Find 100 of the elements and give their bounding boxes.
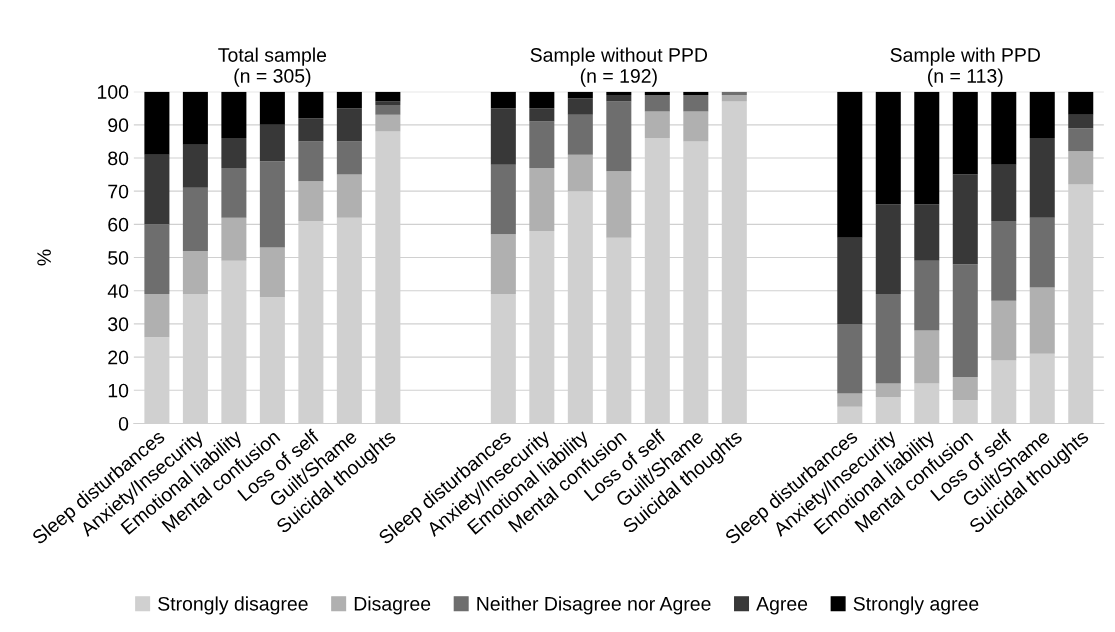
y-tick-label: 70 — [108, 184, 129, 199]
bar — [952, 91, 978, 175]
bar — [259, 91, 285, 125]
bar — [991, 300, 1017, 361]
bar — [1068, 91, 1094, 115]
y-tick-label: 20 — [108, 350, 129, 365]
bar — [644, 94, 670, 112]
bar — [644, 91, 670, 95]
bar — [529, 167, 555, 231]
bar — [182, 144, 208, 188]
legend-label: Strongly disagree — [158, 596, 308, 615]
bar — [144, 91, 170, 155]
bar — [721, 91, 747, 95]
legend-label: Neither Disagree nor Agree — [477, 596, 711, 615]
y-tick-label: 50 — [108, 251, 129, 265]
bar — [875, 383, 901, 397]
bar — [221, 167, 247, 218]
bar — [490, 108, 516, 165]
bar — [298, 141, 324, 182]
bar — [991, 91, 1017, 165]
bar — [336, 141, 362, 175]
bar — [221, 91, 247, 139]
legend-label: Agree — [756, 597, 808, 615]
bar — [837, 91, 863, 238]
y-tick-label: 40 — [107, 284, 129, 298]
y-tick-label: 80 — [108, 151, 129, 166]
bar — [182, 250, 208, 295]
text: Sample with PPD (n = 113) — [890, 47, 1040, 87]
bar — [606, 101, 632, 172]
bar — [375, 104, 401, 115]
bar — [914, 330, 940, 384]
bar — [567, 114, 593, 155]
bar — [182, 91, 208, 145]
bar — [336, 91, 362, 109]
bar — [952, 174, 978, 265]
text: Sample without PPD (n = 192) — [530, 47, 708, 87]
bar — [490, 164, 516, 235]
bar — [144, 154, 170, 225]
bar — [914, 204, 940, 261]
bar — [1068, 151, 1094, 185]
bar — [606, 91, 632, 95]
bar — [1068, 114, 1094, 129]
bar — [298, 118, 324, 142]
bar — [991, 221, 1017, 301]
bar — [259, 161, 285, 248]
bar — [144, 294, 170, 338]
bar — [490, 91, 516, 109]
bar — [1029, 138, 1055, 218]
y-tick-label: 60 — [108, 217, 129, 232]
bar — [914, 260, 940, 331]
bar — [182, 187, 208, 251]
bar — [644, 111, 670, 139]
bar — [1068, 128, 1094, 152]
bar — [375, 101, 401, 105]
y-tick-label: 90 — [108, 118, 129, 133]
bar — [1029, 91, 1055, 139]
bar — [259, 247, 285, 298]
bar — [336, 174, 362, 218]
bar — [991, 164, 1017, 222]
y-axis-title: % — [37, 249, 51, 266]
bar — [375, 114, 401, 132]
bar — [683, 94, 709, 112]
bar — [490, 234, 516, 295]
legend-label: Strongly agree — [853, 596, 979, 615]
y-tick-label: 10 — [108, 383, 129, 398]
bar — [721, 94, 747, 102]
bar — [529, 91, 555, 109]
y-tick-label: 100 — [97, 85, 129, 99]
bar — [298, 91, 324, 119]
bar — [606, 94, 632, 102]
bar — [952, 376, 978, 401]
bar — [259, 124, 285, 162]
bar — [875, 91, 901, 205]
bar — [875, 294, 901, 384]
bar — [221, 217, 247, 261]
bar — [914, 91, 940, 205]
bar — [1029, 287, 1055, 354]
text: Total sample (n = 305) — [218, 47, 327, 87]
bar — [683, 91, 709, 95]
y-tick-label: 0 — [118, 416, 129, 431]
bar — [221, 138, 247, 168]
bar — [837, 393, 863, 407]
bar — [567, 154, 593, 192]
bar — [144, 224, 170, 295]
bar — [529, 121, 555, 168]
bar — [529, 108, 555, 122]
bar — [606, 171, 632, 238]
y-tick-label: 30 — [108, 317, 129, 332]
bar — [837, 237, 863, 324]
bar — [336, 108, 362, 142]
bar — [298, 181, 324, 222]
bar — [683, 111, 709, 142]
bar — [375, 91, 401, 102]
bar — [837, 323, 863, 394]
bar — [952, 264, 978, 377]
bar — [567, 91, 593, 99]
bar — [875, 204, 901, 295]
bar — [1029, 217, 1055, 288]
bar — [567, 98, 593, 115]
legend-label: Disagree — [354, 596, 431, 615]
